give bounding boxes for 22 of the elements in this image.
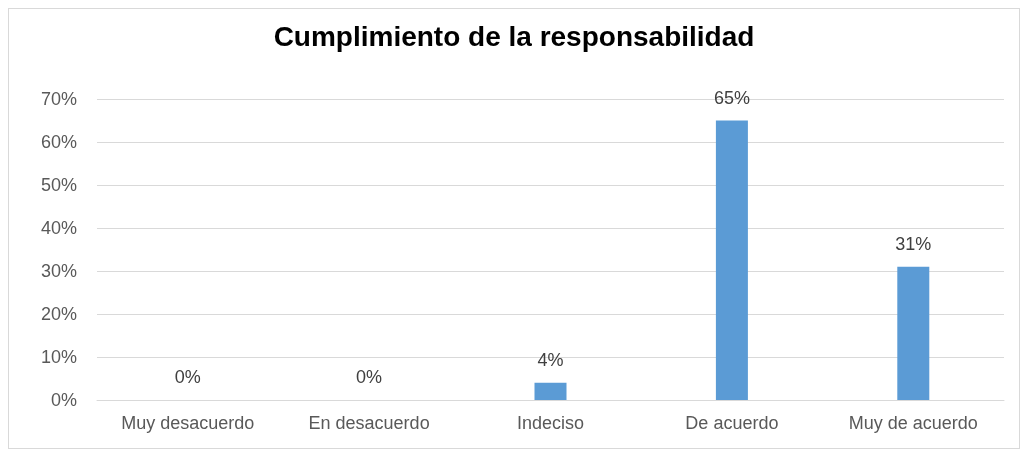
y-tick-label: 20% <box>40 304 77 324</box>
y-tick-label: 60% <box>40 132 77 152</box>
y-tick-label: 40% <box>40 218 77 238</box>
y-tick-label: 50% <box>40 175 77 195</box>
y-tick-label: 10% <box>40 347 77 367</box>
chart-title: Cumplimiento de la responsabilidad <box>273 20 755 52</box>
bar <box>897 266 930 400</box>
bar <box>715 120 748 400</box>
x-tick-label: De acuerdo <box>685 413 779 433</box>
data-label: 0% <box>174 367 201 387</box>
data-label: 0% <box>356 367 383 387</box>
x-tick-label: Muy desacuerdo <box>121 413 255 433</box>
y-tick-label: 30% <box>40 261 77 281</box>
y-tick-label: 0% <box>50 390 77 410</box>
data-label: 65% <box>713 87 750 108</box>
bar <box>534 382 567 400</box>
y-tick-label: 70% <box>40 89 77 109</box>
x-tick-label: Muy de acuerdo <box>848 413 978 433</box>
data-label: 4% <box>537 349 564 370</box>
x-tick-label: Indeciso <box>516 413 585 433</box>
data-label: 31% <box>895 233 932 254</box>
x-tick-label: En desacuerdo <box>308 413 430 433</box>
